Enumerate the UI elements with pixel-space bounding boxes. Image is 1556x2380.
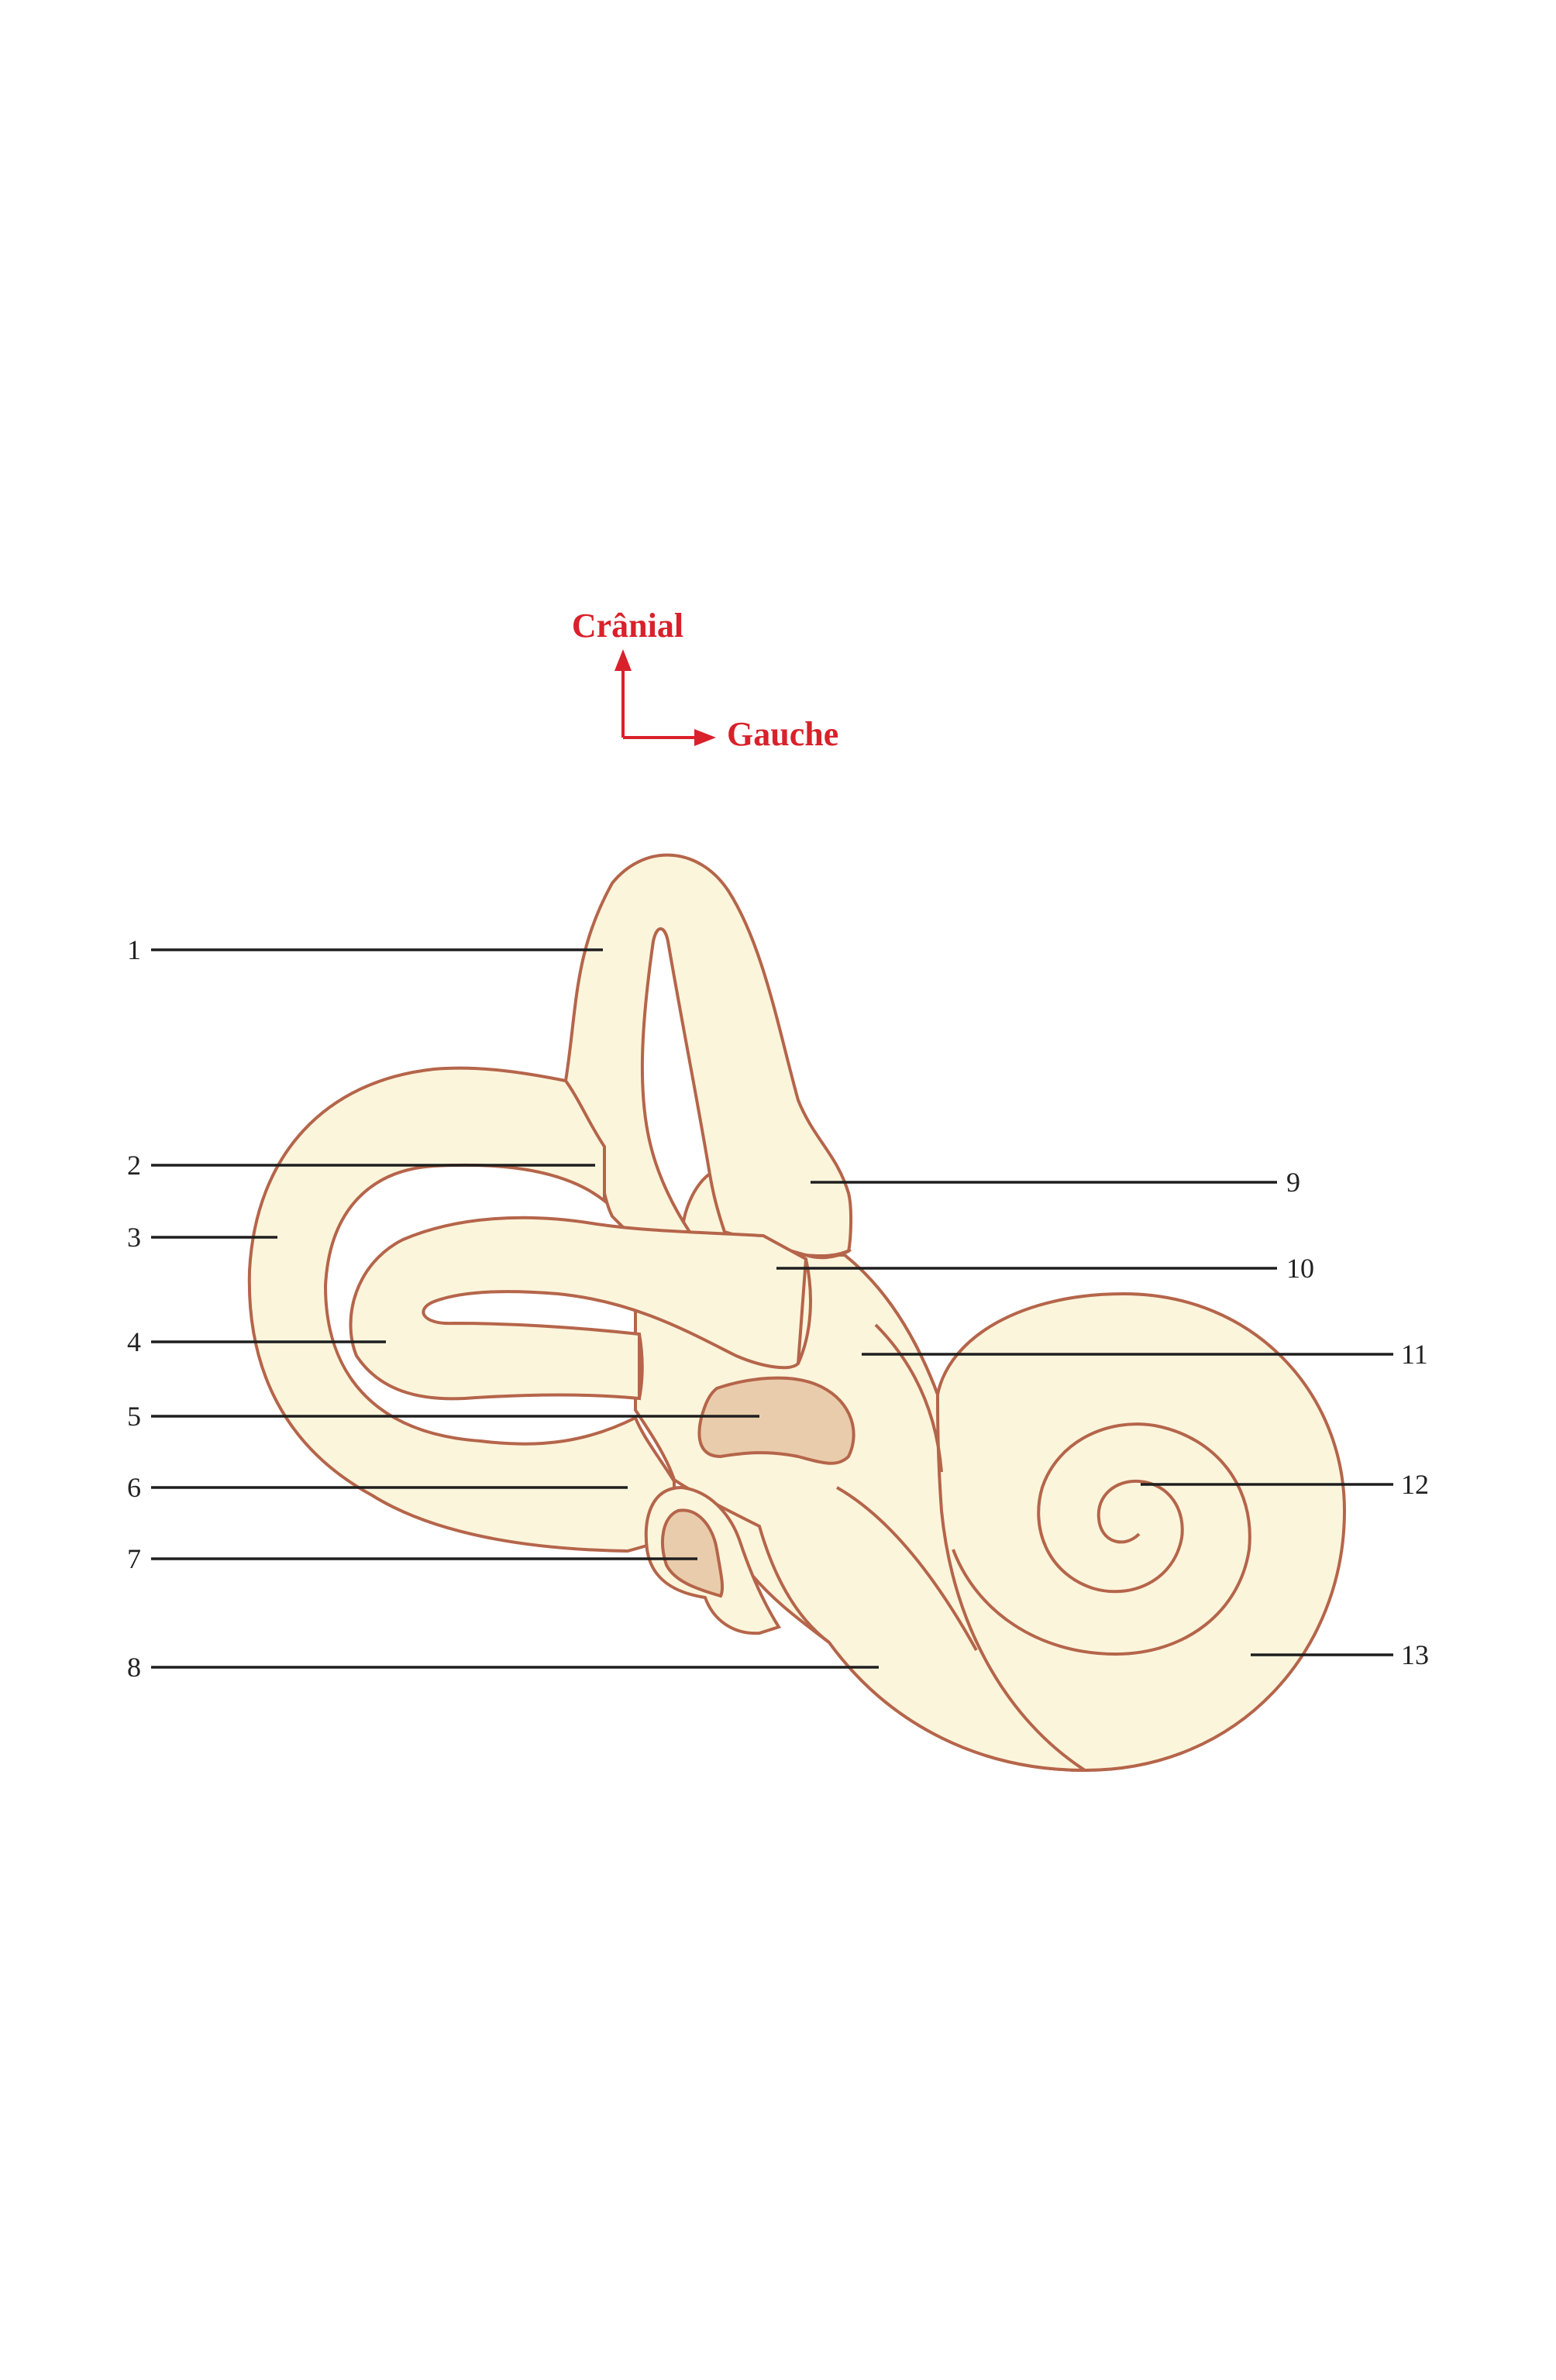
- label-6: 6: [127, 1472, 141, 1503]
- label-13: 13: [1401, 1639, 1429, 1670]
- label-12: 12: [1401, 1469, 1429, 1500]
- anterior-semicircular-canal: [563, 853, 853, 1265]
- label-5: 5: [127, 1401, 141, 1432]
- orientation-arrowhead-right: [694, 729, 716, 746]
- cochlea-spiral: [952, 1422, 1251, 1656]
- cochlea-inner-line-upper: [874, 1323, 943, 1473]
- round-window: [661, 1508, 725, 1598]
- bony-labyrinth: [247, 853, 1347, 1773]
- cochlea-inner-line-lower: [836, 1486, 978, 1651]
- label-1: 1: [127, 934, 141, 965]
- label-9: 9: [1286, 1167, 1300, 1198]
- label-11: 11: [1401, 1339, 1428, 1370]
- ampulla-line-top: [805, 1248, 852, 1258]
- orientation-label-cranial: Crânial: [572, 607, 683, 645]
- lateral-semicircular-canal: [349, 1216, 808, 1401]
- leader-lines: [151, 948, 1393, 1669]
- ampulla-line-lateral: [638, 1333, 644, 1399]
- label-4: 4: [127, 1326, 141, 1357]
- ampulla-line-anterior: [797, 1258, 812, 1364]
- label-2: 2: [127, 1150, 141, 1181]
- orientation-indicator: Crânial Gauche: [572, 607, 838, 753]
- label-7: 7: [127, 1543, 141, 1574]
- number-labels: 1 2 3 4 5 6 7 8 9 10 11 12 13: [127, 934, 1429, 1683]
- orientation-arrowhead-up: [614, 649, 632, 671]
- label-8: 8: [127, 1652, 141, 1683]
- orientation-label-gauche: Gauche: [727, 715, 838, 753]
- label-10: 10: [1286, 1253, 1314, 1284]
- label-3: 3: [127, 1222, 141, 1253]
- oval-window: [697, 1376, 855, 1465]
